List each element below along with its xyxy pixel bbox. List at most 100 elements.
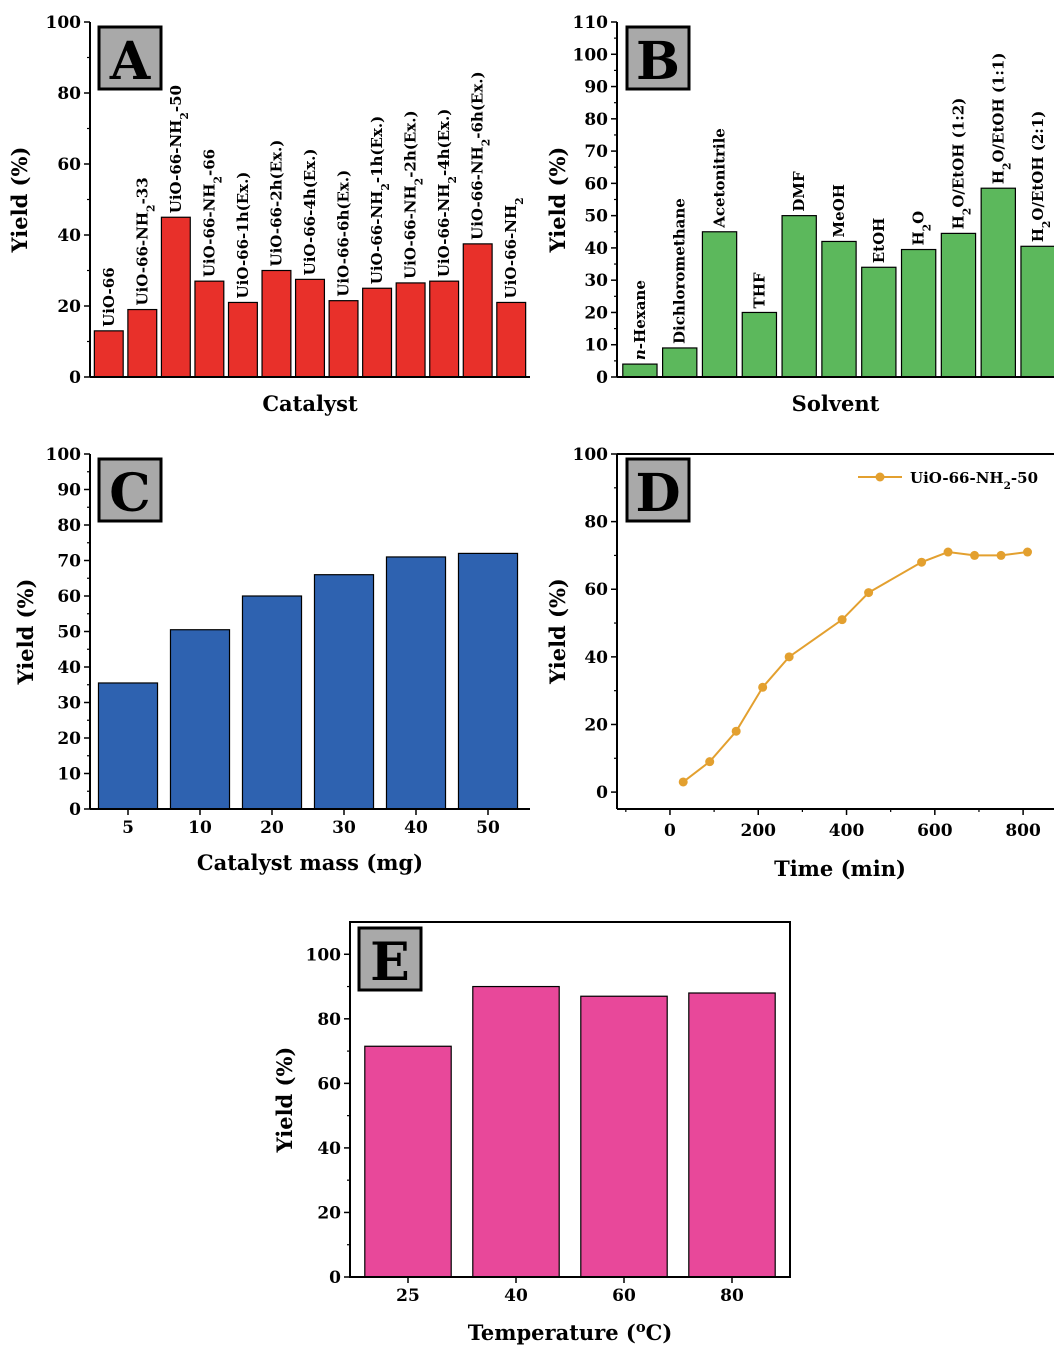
data-point-8 xyxy=(917,557,927,567)
bar-label-3: UiO-66-NH2-50 xyxy=(167,85,191,213)
bar-2 xyxy=(169,629,231,810)
legend-marker xyxy=(875,472,885,482)
bar-8 xyxy=(900,248,937,378)
x-axis-title: Catalyst xyxy=(262,391,358,416)
legend-label: UiO-66-NH2-50 xyxy=(910,469,1038,492)
bar-label-10: UiO-66-NH2-2h(Ex.) xyxy=(402,110,426,278)
bar-label-13: UiO-66-NH2 xyxy=(502,197,526,298)
data-point-4 xyxy=(758,682,768,692)
chart-a: UiO-66 UiO-66-NH2-33 UiO-66-NH2-50 UiO-66-N… xyxy=(7,13,530,416)
y-tick-label-7: 70 xyxy=(57,552,81,572)
bar-1 xyxy=(364,1045,452,1278)
x-tick-label-4: 80 xyxy=(720,1286,744,1306)
bar-label-11: H2O/EtOH (2:1) xyxy=(1029,111,1053,243)
y-axis-title: Yield (%) xyxy=(7,147,32,254)
y-tick-label-0: 0 xyxy=(596,783,608,803)
chart-d: 0 20 40 60 80 100 0 200 400 600 800 UiO-66-NH2-50 Ti… xyxy=(545,445,1054,881)
y-tick-label-3: 30 xyxy=(57,694,81,714)
bar-6 xyxy=(261,269,292,378)
bar-label-7: EtOH xyxy=(870,218,888,264)
bar-11 xyxy=(429,280,460,378)
x-tick-label-4: 800 xyxy=(1005,821,1041,841)
x-tick-label-1: 5 xyxy=(122,818,134,838)
bar-4 xyxy=(313,574,375,810)
bar-6 xyxy=(821,240,857,378)
bar-label-4: THF xyxy=(750,272,768,308)
chart-e: 25 40 60 80 0 20 40 60 80 100 Temperature (oC) Yiel… xyxy=(272,921,791,1345)
bar-1 xyxy=(97,682,159,810)
data-point-6 xyxy=(837,615,847,625)
y-tick-label-10: 100 xyxy=(46,445,82,465)
y-tick-label-3: 60 xyxy=(317,1074,341,1094)
panel-label-b: B xyxy=(636,31,680,92)
x-axis-title: Time (min) xyxy=(774,856,906,881)
y-tick-label-0: 0 xyxy=(329,1268,341,1288)
y-tick-label-10: 100 xyxy=(573,45,609,65)
x-axis-title: Catalyst mass (mg) xyxy=(197,850,423,875)
bar-5 xyxy=(227,301,258,378)
chart-b: n-Hexane Dichloromethane Acetonitrile THF DM… xyxy=(545,13,1054,416)
bar-9 xyxy=(940,232,977,378)
x-tick-label-1: 25 xyxy=(396,1286,420,1306)
bar-label-5: DMF xyxy=(790,171,808,212)
bar-label-8: H2O xyxy=(910,211,934,246)
data-point-7 xyxy=(864,588,874,598)
bar-label-4: UiO-66-NH2-66 xyxy=(200,149,224,277)
x-axis-title: Temperature (oC) xyxy=(468,1319,673,1345)
y-tick-label-2: 20 xyxy=(584,303,608,323)
panel-label-d-box xyxy=(625,457,691,523)
y-tick-label-5: 50 xyxy=(584,207,608,227)
x-tick-label-2: 40 xyxy=(504,1286,528,1306)
panel-label-a-box xyxy=(97,25,163,91)
bar-10 xyxy=(395,282,426,378)
data-point-1 xyxy=(678,777,688,787)
y-tick-label-0: 0 xyxy=(69,368,81,388)
bar-6 xyxy=(457,552,519,810)
bar-5 xyxy=(385,556,447,810)
data-point-5 xyxy=(784,652,794,662)
bar-8 xyxy=(328,300,359,378)
x-tick-label-0: 0 xyxy=(664,821,676,841)
bar-13 xyxy=(496,301,527,378)
chart-c: 5 10 20 30 40 50 0 10 20 30 40 50 60 70 80 90 100 Catalys… xyxy=(13,445,530,875)
y-tick-label-5: 100 xyxy=(46,13,82,33)
bar-label-7: UiO-66-4h(Ex.) xyxy=(301,149,319,276)
x-tick-label-2: 10 xyxy=(188,818,212,838)
y-tick-label-9: 90 xyxy=(584,78,608,98)
y-tick-label-9: 90 xyxy=(57,481,81,501)
y-tick-label-3: 30 xyxy=(584,271,608,291)
y-tick-label-2: 40 xyxy=(57,226,81,246)
y-tick-label-4: 80 xyxy=(584,513,608,533)
bar-label-3: Acetonitrile xyxy=(711,128,729,229)
bar-2 xyxy=(662,347,698,378)
bar-label-6: UiO-66-2h(Ex.) xyxy=(267,140,285,267)
y-tick-label-1: 10 xyxy=(584,336,608,356)
bar-label-5: UiO-66-1h(Ex.) xyxy=(234,172,252,299)
panel-label-c-box xyxy=(97,457,163,523)
bar-4 xyxy=(194,280,225,378)
x-tick-label-3: 20 xyxy=(260,818,284,838)
y-axis-title: Yield (%) xyxy=(545,147,570,254)
bar-3 xyxy=(580,995,668,1278)
y-tick-label-4: 40 xyxy=(57,658,81,678)
bar-4 xyxy=(688,992,776,1278)
y-tick-label-1: 20 xyxy=(57,297,81,317)
bar-label-9: H2O/EtOH (1:2) xyxy=(949,98,973,230)
plot-frame xyxy=(349,921,791,1278)
data-point-12 xyxy=(1023,547,1033,557)
y-tick-label-3: 60 xyxy=(57,155,81,175)
y-tick-label-4: 80 xyxy=(57,84,81,104)
panel-label-e: E xyxy=(370,932,410,993)
y-tick-label-1: 10 xyxy=(57,765,81,785)
bar-9 xyxy=(362,287,393,378)
x-tick-label-3: 60 xyxy=(612,1286,636,1306)
y-tick-label-0: 0 xyxy=(596,368,608,388)
series-line xyxy=(682,551,1028,783)
panel-label-e-box xyxy=(357,926,423,992)
x-tick-label-1: 200 xyxy=(741,821,777,841)
data-point-10 xyxy=(970,550,980,560)
bar-3 xyxy=(160,216,191,378)
x-tick-label-3: 600 xyxy=(917,821,953,841)
y-axis-title: Yield (%) xyxy=(272,1047,297,1154)
